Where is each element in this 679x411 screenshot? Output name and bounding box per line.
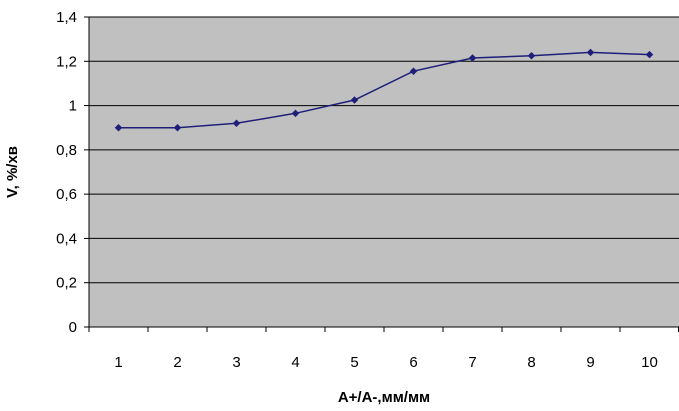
data-point bbox=[468, 54, 477, 62]
y-tick-label: 0,6 bbox=[56, 186, 77, 203]
x-tick-label: 6 bbox=[409, 354, 417, 371]
data-point bbox=[350, 96, 359, 104]
tick-labels: 0 0,2 0,4 0,6 0,8 1 1,2 1,4 1 2 3 4 5 6 7 8 9 10 bbox=[56, 9, 658, 371]
data-point bbox=[645, 50, 654, 59]
x-tick-label: 7 bbox=[468, 354, 476, 371]
series-line bbox=[118, 51, 650, 129]
axes bbox=[84, 16, 679, 332]
x-tick-label: 3 bbox=[232, 354, 240, 371]
data-point bbox=[527, 51, 536, 60]
x-tick-label: 9 bbox=[586, 354, 594, 371]
data-point bbox=[173, 123, 182, 132]
data-point bbox=[291, 109, 300, 118]
y-tick-label: 1,2 bbox=[56, 53, 77, 70]
x-tick-label: 10 bbox=[641, 354, 658, 371]
x-tick-label: 2 bbox=[173, 354, 181, 371]
x-tick-label: 8 bbox=[527, 354, 535, 371]
y-tick-label: 0 bbox=[69, 319, 77, 336]
data-point bbox=[114, 123, 123, 132]
x-tick-label: 1 bbox=[114, 354, 122, 371]
data-point bbox=[409, 67, 418, 76]
data-point bbox=[586, 48, 595, 57]
series-layer bbox=[114, 48, 654, 132]
y-tick-label: 0,4 bbox=[56, 230, 77, 247]
x-tick-label: 4 bbox=[291, 354, 299, 371]
plot-area bbox=[89, 17, 679, 327]
gridlines bbox=[89, 16, 679, 284]
x-axis-title: A+/A-,мм/мм bbox=[338, 389, 430, 406]
data-point bbox=[232, 119, 241, 128]
y-tick-label: 0,8 bbox=[56, 142, 77, 159]
y-tick-label: 1 bbox=[69, 98, 77, 115]
y-tick-label: 1,4 bbox=[56, 9, 77, 26]
x-tick-label: 5 bbox=[350, 354, 358, 371]
y-axis-title: V, %/хв bbox=[4, 146, 21, 198]
y-tick-label: 0,2 bbox=[56, 275, 77, 292]
